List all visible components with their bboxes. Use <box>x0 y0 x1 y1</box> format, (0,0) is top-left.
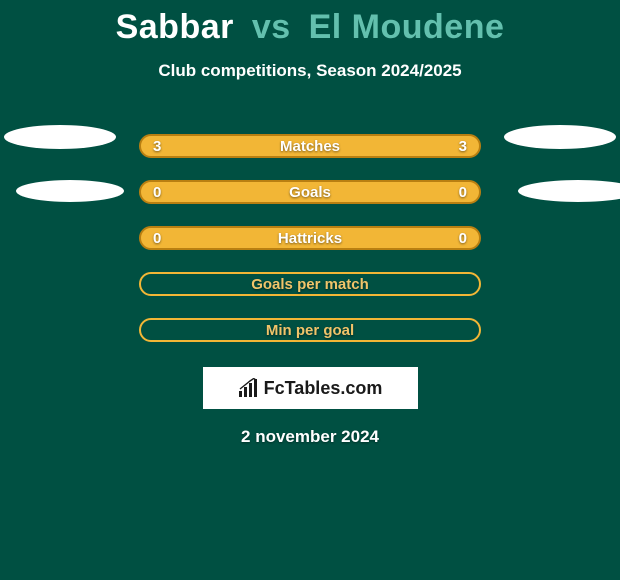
stats-container: 3 Matches 3 0 Goals 0 0 Hattricks 0 Goal… <box>0 123 620 353</box>
logo-text: FcTables.com <box>238 378 383 399</box>
stat-label: Hattricks <box>278 230 342 247</box>
stat-left-value: 0 <box>153 184 161 201</box>
player2-name: El Moudene <box>309 8 505 46</box>
date-text: 2 november 2024 <box>0 427 620 447</box>
fctables-logo[interactable]: FcTables.com <box>203 367 418 409</box>
stat-right-value: 0 <box>459 184 467 201</box>
stat-right-value: 3 <box>459 138 467 155</box>
stat-row-min-per-goal: Min per goal <box>0 307 620 353</box>
stat-bar: Min per goal <box>139 318 481 342</box>
stat-label: Goals per match <box>251 276 369 293</box>
chart-icon <box>238 378 258 398</box>
stat-row-goals-per-match: Goals per match <box>0 261 620 307</box>
comparison-title: Sabbar vs El Moudene <box>0 0 620 47</box>
stat-row-hattricks: 0 Hattricks 0 <box>0 215 620 261</box>
stat-bar: 3 Matches 3 <box>139 134 481 158</box>
subtitle: Club competitions, Season 2024/2025 <box>0 61 620 81</box>
stat-right-value: 0 <box>459 230 467 247</box>
stat-row-goals: 0 Goals 0 <box>0 169 620 215</box>
stat-bar: 0 Goals 0 <box>139 180 481 204</box>
stat-label: Matches <box>280 138 340 155</box>
stat-left-value: 3 <box>153 138 161 155</box>
player1-name: Sabbar <box>116 8 234 46</box>
vs-text: vs <box>252 8 291 46</box>
stat-label: Min per goal <box>266 322 354 339</box>
stat-label: Goals <box>289 184 331 201</box>
stat-row-matches: 3 Matches 3 <box>0 123 620 169</box>
stat-bar: Goals per match <box>139 272 481 296</box>
stat-left-value: 0 <box>153 230 161 247</box>
stat-bar: 0 Hattricks 0 <box>139 226 481 250</box>
logo-label: FcTables.com <box>264 378 383 399</box>
